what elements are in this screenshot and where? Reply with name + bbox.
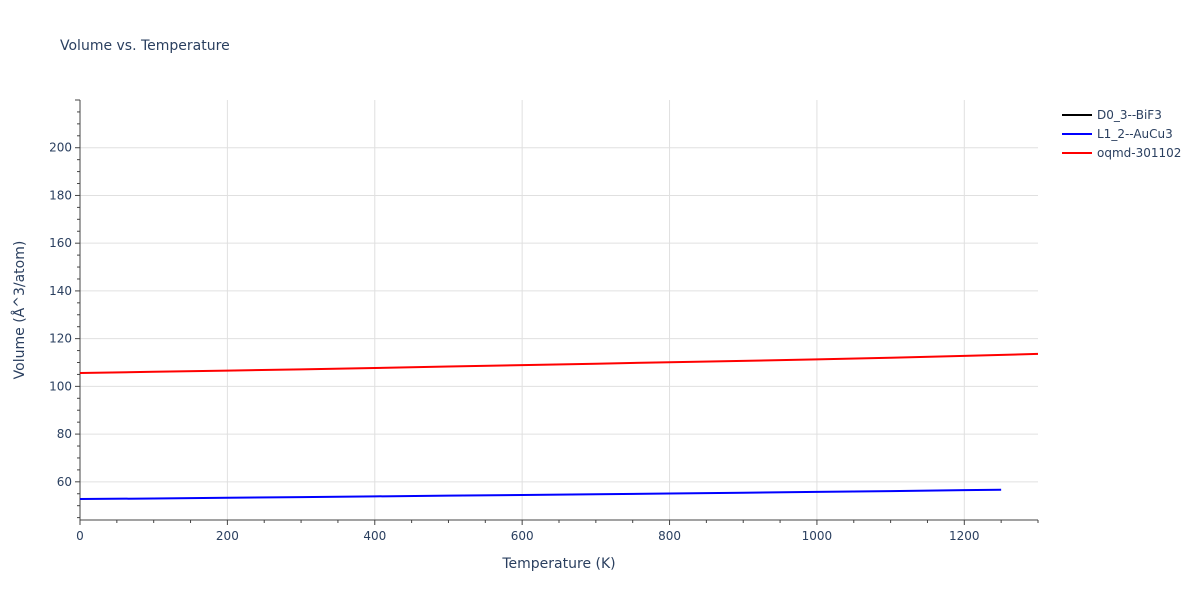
y-tick-label: 60 <box>57 475 72 489</box>
x-tick-label: 800 <box>658 529 681 543</box>
legend: D0_3--BiF3 L1_2--AuCu3 oqmd-301102 <box>1062 108 1181 160</box>
axes <box>79 100 1038 521</box>
y-tick-label: 200 <box>49 141 72 155</box>
x-tick-label: 1200 <box>949 529 980 543</box>
y-axis-title: Volume (Å^3/atom) <box>11 241 28 380</box>
x-tick-label: 1000 <box>802 529 833 543</box>
x-tick-label: 600 <box>511 529 534 543</box>
legend-label: L1_2--AuCu3 <box>1097 127 1173 141</box>
y-tick-label: 100 <box>49 379 72 393</box>
series-line-oqmd-301102 <box>79 352 1039 374</box>
chart-title: Volume vs. Temperature <box>60 38 230 54</box>
ticks: 0 200 400 600 800 1000 1200 60 80 100 120 140 160 180… <box>49 99 1039 543</box>
legend-label: D0_3--BiF3 <box>1097 108 1162 122</box>
legend-label: oqmd-301102 <box>1097 146 1181 160</box>
y-tick-label: 140 <box>49 284 72 298</box>
x-tick-label: 200 <box>216 529 239 543</box>
y-tick-label: 160 <box>49 236 72 250</box>
x-axis-title: Temperature (K) <box>501 556 615 572</box>
y-tick-label: 180 <box>49 188 72 202</box>
y-tick-label: 120 <box>49 332 72 346</box>
series-line-L1_2--AuCu3 <box>79 488 1002 500</box>
x-tick-label: 0 <box>76 529 84 543</box>
series-lines <box>79 352 1039 500</box>
y-tick-label: 80 <box>57 427 72 441</box>
x-tick-label: 400 <box>363 529 386 543</box>
grid-lines <box>80 100 1038 520</box>
